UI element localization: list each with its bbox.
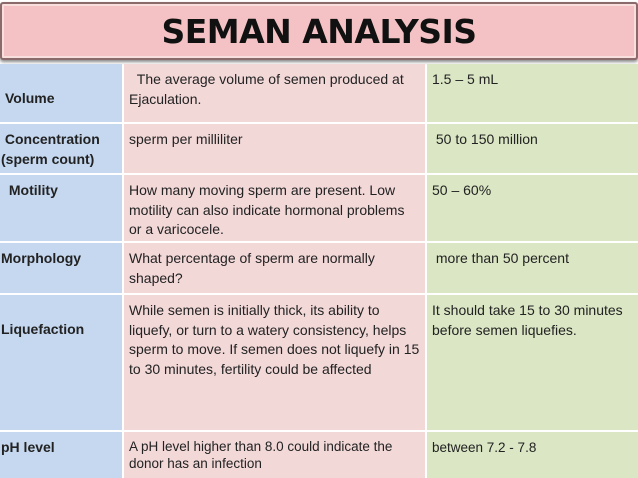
table-row: Concentration (sperm count) sperm per mi…	[0, 124, 638, 173]
description-cell: The average volume of semen produced at …	[124, 64, 425, 122]
parameter-cell: pH level	[0, 432, 122, 478]
parameter-cell: Morphology	[0, 243, 122, 293]
parameter-cell: Motility	[0, 175, 122, 241]
table-row: Liquefaction While semen is initially th…	[0, 295, 638, 430]
parameter-cell: Volume	[0, 64, 122, 122]
normal-value-cell: 50 to 150 million	[427, 124, 638, 173]
parameter-cell: Liquefaction	[0, 295, 122, 430]
slide-title: SEMAN ANALYSIS	[0, 2, 638, 60]
table-row: Volume The average volume of semen produ…	[0, 64, 638, 122]
description-cell: How many moving sperm are present. Low m…	[124, 175, 425, 241]
description-cell: What percentage of sperm are normally sh…	[124, 243, 425, 293]
description-cell: sperm per milliliter	[124, 124, 425, 173]
normal-value-cell: more than 50 percent	[427, 243, 638, 293]
parameter-cell: Concentration (sperm count)	[0, 124, 122, 173]
normal-value-cell: 1.5 – 5 mL	[427, 64, 638, 122]
table-row: Morphology What percentage of sperm are …	[0, 243, 638, 293]
normal-value-cell: between 7.2 - 7.8	[427, 432, 638, 478]
table-row: pH level A pH level higher than 8.0 coul…	[0, 432, 638, 478]
normal-value-cell: 50 – 60%	[427, 175, 638, 241]
table-row: Motility How many moving sperm are prese…	[0, 175, 638, 241]
description-cell: A pH level higher than 8.0 could indicat…	[124, 432, 425, 478]
description-cell: While semen is initially thick, its abil…	[124, 295, 425, 430]
normal-value-cell: It should take 15 to 30 minutes before s…	[427, 295, 638, 430]
